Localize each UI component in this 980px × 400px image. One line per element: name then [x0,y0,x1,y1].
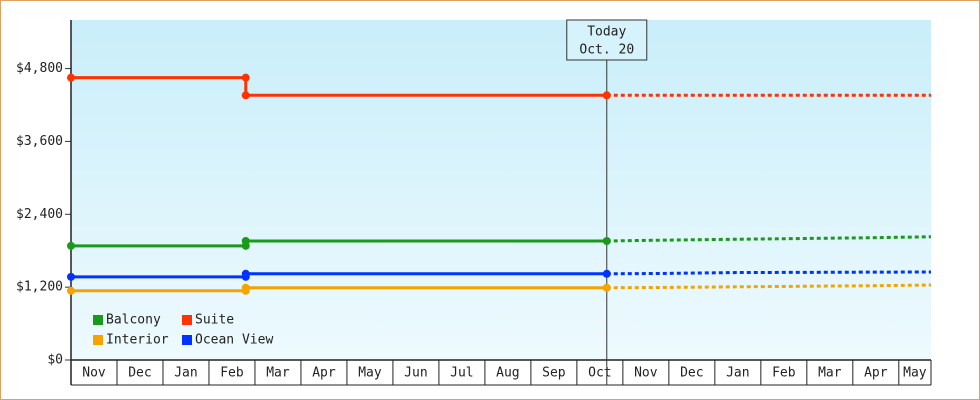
data-point [67,73,75,82]
data-point [602,283,611,292]
plot-area [71,20,931,360]
legend-label: Interior [106,333,169,348]
x-tick-label: May [903,366,927,381]
data-point [241,269,250,278]
forecast-line [606,283,932,290]
legend-label: Ocean View [195,333,273,348]
legend-label: Balcony [106,313,161,328]
x-tick-label: Mar [266,366,290,381]
data-point [241,91,250,100]
y-tick-label: $4,800 [16,61,63,76]
data-point [241,237,250,245]
y-tick-label: $1,200 [16,280,63,295]
y-tick-label: $2,400 [16,207,63,222]
today-label: Today [587,25,626,40]
data-point [67,286,75,295]
x-tick-label: Nov [634,366,658,381]
x-tick-label: Feb [220,366,244,381]
forecast-line [606,235,932,243]
x-tick-label: Dec [128,366,151,381]
data-point [602,269,611,278]
today-label: Oct. 20 [579,43,634,58]
x-tick-label: Oct [588,366,611,381]
y-tick-label: $3,600 [16,134,63,149]
data-point [67,272,75,281]
data-point [67,241,75,250]
x-tick-label: Feb [772,366,796,381]
forecast-line [606,270,932,276]
x-tick-label: Aug [496,366,519,381]
x-tick-label: Dec [680,366,703,381]
x-tick-label: Nov [82,366,106,381]
legend-swatch [182,335,192,345]
x-tick-label: Apr [864,366,888,381]
legend-label: Suite [195,313,234,328]
x-tick-label: Jan [174,366,197,381]
x-tick-label: Jan [726,366,749,381]
legend-swatch [93,315,103,325]
series-line [71,76,607,97]
today-box [566,19,648,61]
data-point [241,283,250,292]
x-tick-label: Sep [542,366,566,381]
x-tick-label: Jun [404,366,427,381]
x-tick-label: Mar [818,366,842,381]
x-tick-label: Apr [312,366,336,381]
data-point [241,73,250,82]
data-point [602,237,611,245]
y-tick-label: $0 [47,353,63,368]
x-tick-label: May [358,366,382,381]
x-tick-label: Jul [450,366,473,381]
legend-swatch [182,315,192,325]
legend-swatch [93,335,103,345]
data-point [602,91,611,100]
